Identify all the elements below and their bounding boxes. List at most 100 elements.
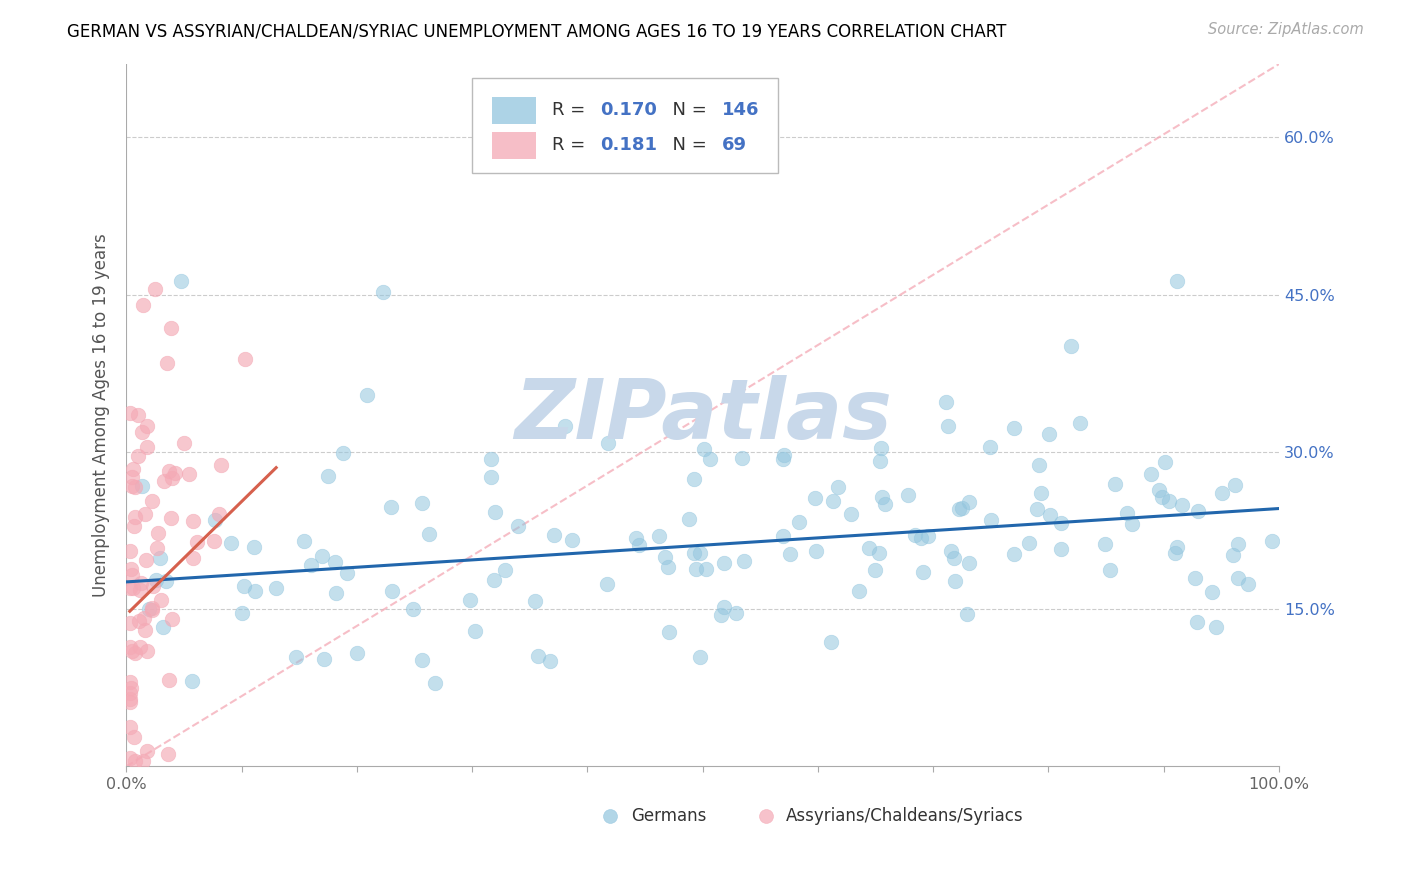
Point bbox=[285, 650, 308, 665]
Point bbox=[138, 602, 160, 616]
Point bbox=[127, 449, 149, 463]
Point bbox=[733, 554, 755, 568]
Point bbox=[157, 673, 180, 688]
Point bbox=[682, 546, 704, 560]
Point bbox=[148, 526, 170, 541]
Point bbox=[943, 551, 966, 566]
Point bbox=[1026, 501, 1049, 516]
Point bbox=[311, 549, 333, 563]
Point bbox=[1002, 547, 1025, 561]
Point bbox=[402, 601, 425, 615]
Point bbox=[863, 563, 886, 577]
Point bbox=[177, 467, 200, 481]
Text: 69: 69 bbox=[723, 136, 747, 153]
Point bbox=[134, 623, 156, 637]
Point bbox=[132, 298, 155, 312]
Point bbox=[479, 452, 502, 467]
Point bbox=[941, 544, 963, 558]
Point bbox=[897, 488, 920, 502]
Point bbox=[346, 646, 368, 660]
Point bbox=[693, 442, 716, 457]
Point bbox=[157, 747, 180, 761]
Point bbox=[243, 540, 266, 554]
Point bbox=[598, 436, 620, 450]
Point bbox=[1002, 421, 1025, 435]
Point bbox=[129, 576, 152, 591]
Point bbox=[689, 546, 711, 560]
Point bbox=[156, 356, 179, 370]
Point bbox=[657, 560, 679, 574]
Point bbox=[524, 594, 547, 608]
Point bbox=[730, 451, 752, 466]
Point bbox=[183, 551, 205, 566]
Point bbox=[495, 563, 517, 577]
Point bbox=[943, 574, 966, 588]
Point bbox=[948, 502, 970, 516]
Point bbox=[910, 531, 932, 545]
Point bbox=[839, 507, 862, 521]
Point bbox=[232, 579, 254, 593]
Point bbox=[219, 535, 242, 549]
Point bbox=[131, 425, 153, 440]
Point bbox=[159, 321, 181, 335]
Point bbox=[204, 513, 226, 527]
Point bbox=[243, 583, 266, 598]
Point bbox=[1201, 585, 1223, 599]
Point bbox=[118, 543, 141, 558]
Point bbox=[1185, 615, 1208, 629]
Point bbox=[120, 615, 142, 630]
Point bbox=[1157, 494, 1180, 508]
Point bbox=[380, 500, 402, 514]
Text: N =: N = bbox=[661, 136, 713, 153]
Point bbox=[118, 582, 141, 596]
Point bbox=[1038, 426, 1060, 441]
Point bbox=[173, 436, 195, 450]
Point bbox=[773, 449, 796, 463]
Point bbox=[208, 508, 231, 522]
Point bbox=[122, 581, 145, 595]
Point bbox=[1094, 537, 1116, 551]
Point bbox=[325, 586, 347, 600]
Point bbox=[209, 458, 232, 472]
Point bbox=[772, 529, 794, 543]
Point bbox=[904, 527, 927, 541]
Point bbox=[479, 469, 502, 483]
Point bbox=[145, 573, 167, 587]
Point bbox=[118, 721, 141, 735]
Point bbox=[1098, 563, 1121, 577]
Point bbox=[713, 599, 735, 614]
Point bbox=[180, 673, 202, 688]
Point bbox=[373, 285, 395, 299]
Point bbox=[870, 491, 893, 505]
Point bbox=[141, 494, 163, 508]
Point bbox=[418, 527, 440, 541]
Point bbox=[869, 454, 891, 468]
Point bbox=[1153, 455, 1175, 469]
Point bbox=[124, 480, 146, 494]
Point bbox=[957, 495, 980, 509]
Point bbox=[1050, 516, 1073, 531]
Text: 0.170: 0.170 bbox=[600, 101, 657, 119]
Point bbox=[183, 515, 205, 529]
Point bbox=[411, 653, 433, 667]
Point bbox=[1069, 416, 1091, 430]
Point bbox=[141, 601, 163, 615]
Point bbox=[128, 640, 150, 655]
Point bbox=[820, 634, 842, 648]
Point bbox=[163, 467, 186, 481]
Point bbox=[1116, 506, 1139, 520]
Point bbox=[848, 583, 870, 598]
Bar bbox=[492, 132, 536, 159]
Point bbox=[956, 607, 979, 621]
Point bbox=[152, 620, 174, 634]
Point bbox=[464, 624, 486, 639]
Point bbox=[1060, 339, 1083, 353]
Point bbox=[128, 614, 150, 628]
Point bbox=[141, 602, 163, 616]
Point bbox=[713, 556, 735, 570]
Point bbox=[118, 406, 141, 420]
Point bbox=[233, 352, 256, 367]
Text: R =: R = bbox=[551, 136, 591, 153]
Point bbox=[186, 534, 208, 549]
Point bbox=[1039, 508, 1062, 522]
